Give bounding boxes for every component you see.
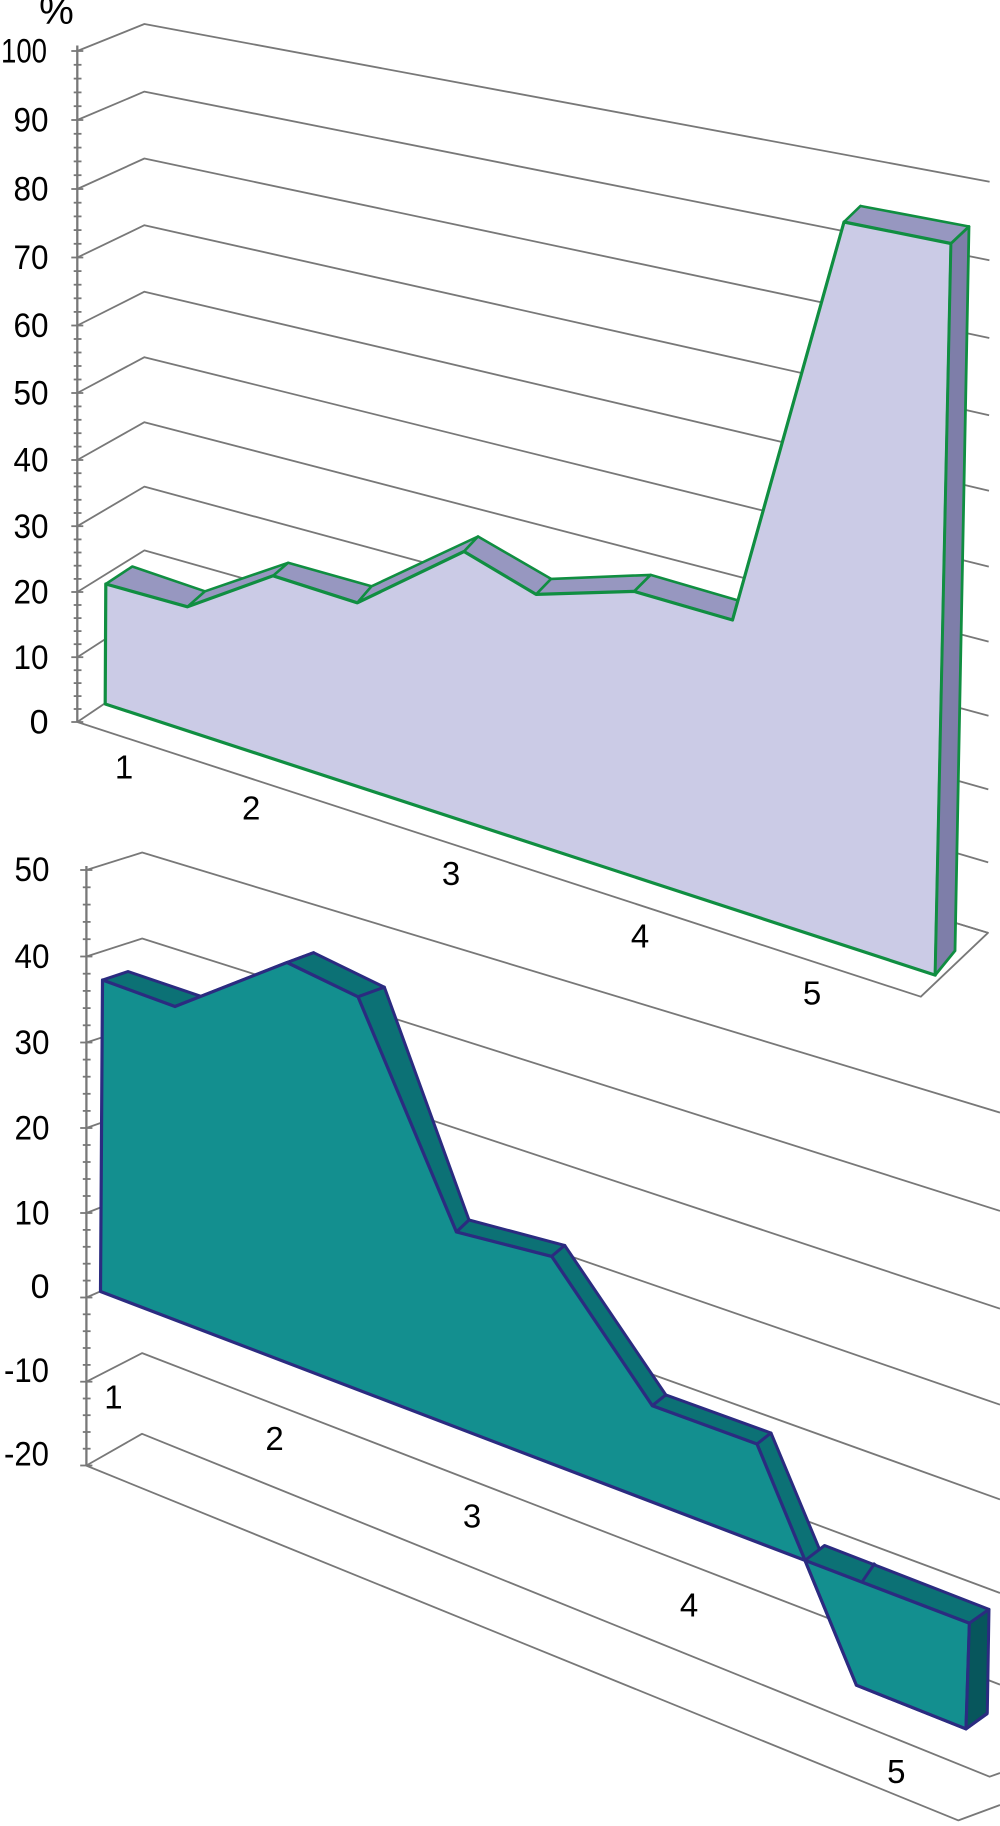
svg-text:20: 20 — [14, 574, 49, 612]
svg-text:100: 100 — [1, 33, 47, 71]
svg-text:30: 30 — [15, 1024, 50, 1062]
svg-text:3: 3 — [463, 1498, 481, 1535]
svg-text:0: 0 — [30, 704, 49, 742]
svg-text:80: 80 — [14, 171, 49, 209]
svg-text:1: 1 — [115, 749, 133, 786]
svg-text:3: 3 — [442, 855, 460, 892]
svg-text:90: 90 — [14, 102, 49, 140]
svg-text:60: 60 — [14, 307, 49, 345]
svg-text:-10: -10 — [4, 1352, 49, 1390]
svg-text:10: 10 — [14, 639, 49, 677]
svg-text:2: 2 — [242, 789, 260, 826]
svg-text:40: 40 — [15, 938, 50, 976]
svg-text:20: 20 — [15, 1110, 50, 1148]
svg-text:50: 50 — [14, 375, 49, 413]
svg-text:30: 30 — [14, 508, 49, 546]
svg-text:4: 4 — [680, 1587, 698, 1624]
svg-text:50: 50 — [15, 851, 50, 889]
svg-text:-20: -20 — [4, 1436, 49, 1474]
svg-text:1: 1 — [104, 1378, 122, 1415]
svg-text:10: 10 — [15, 1195, 50, 1233]
svg-text:4: 4 — [631, 918, 649, 955]
svg-text:0: 0 — [31, 1268, 50, 1306]
svg-text:5: 5 — [887, 1753, 905, 1790]
svg-text:40: 40 — [14, 442, 49, 480]
svg-text:5: 5 — [803, 974, 821, 1011]
svg-text:70: 70 — [14, 239, 49, 277]
svg-text:%: % — [39, 0, 74, 33]
svg-text:2: 2 — [265, 1420, 283, 1457]
